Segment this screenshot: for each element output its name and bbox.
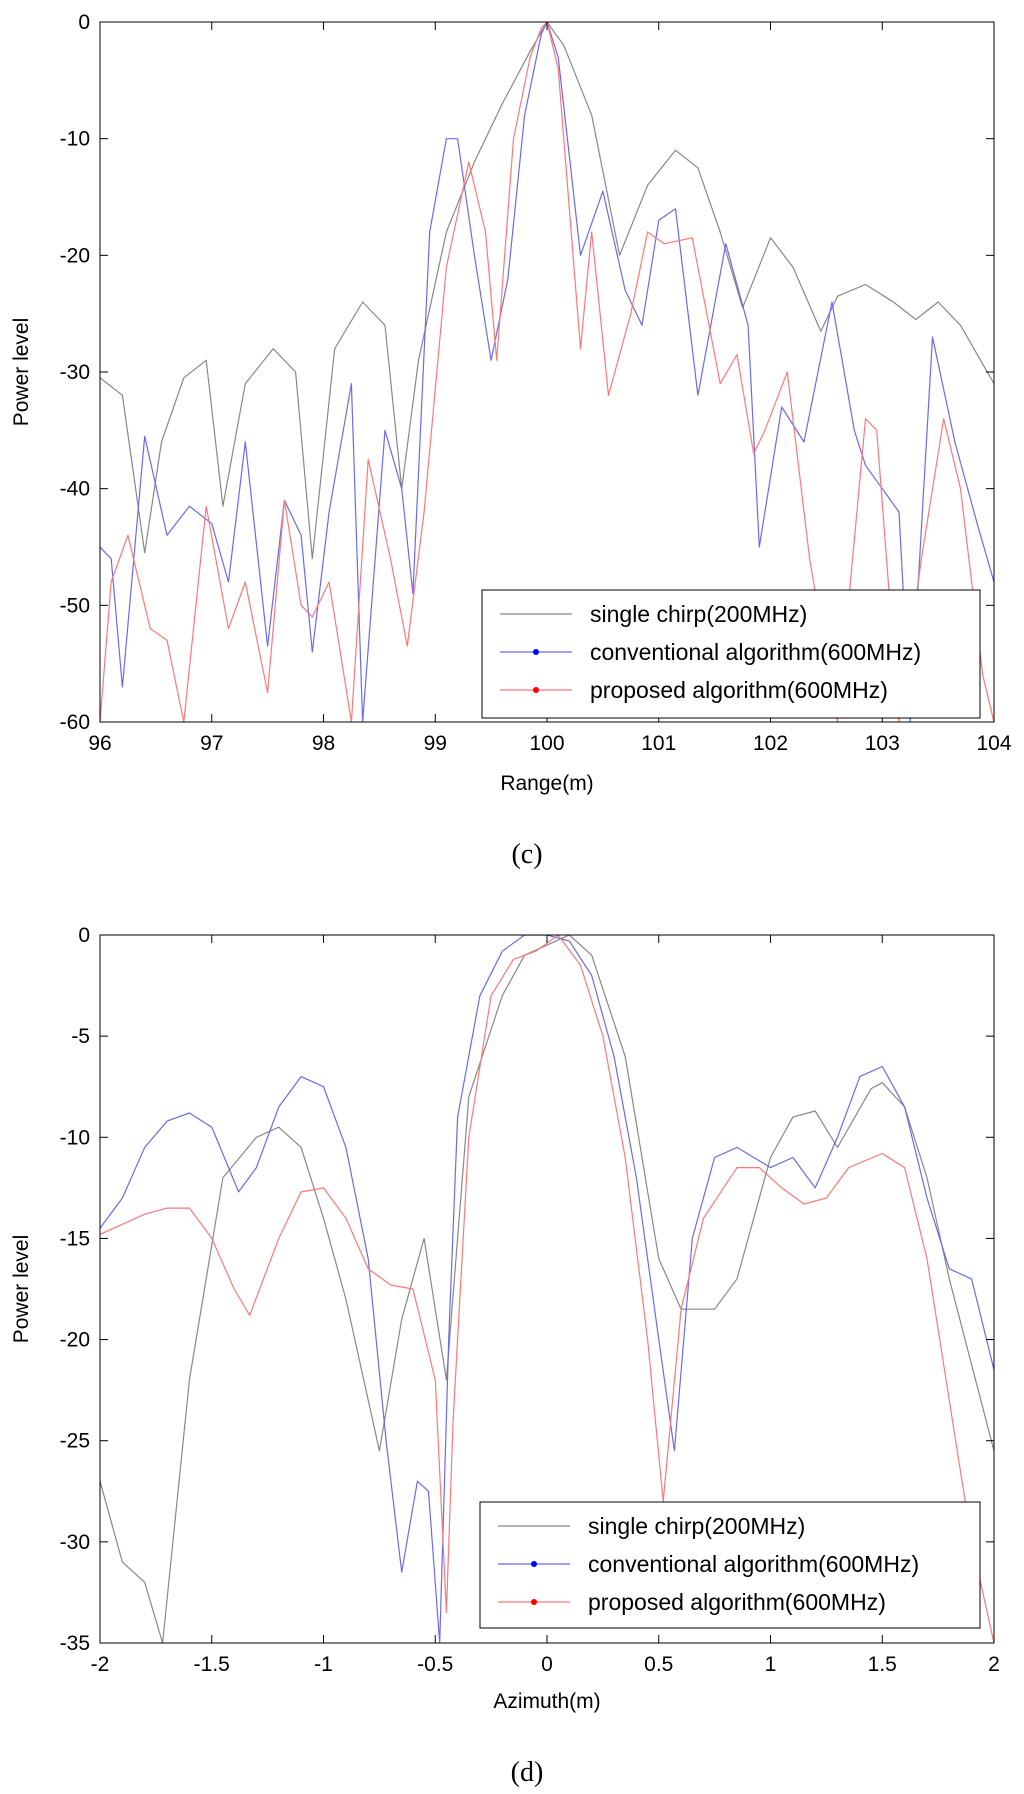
y-tick-label: -30 (60, 1531, 90, 1554)
x-tick-label: 99 (424, 732, 447, 755)
y-tick-label: -25 (60, 1430, 90, 1453)
x-tick-label: -1.5 (194, 1653, 230, 1676)
y-tick-label: -60 (60, 711, 90, 734)
legend-label-1: single chirp(200MHz) (588, 1513, 805, 1539)
y-tick-label: -10 (60, 1126, 90, 1149)
y-tick-label: -20 (60, 244, 90, 267)
legend-box (479, 1501, 981, 1629)
legend-marker-2 (531, 1561, 537, 1567)
legend: single chirp(200MHz) conventional algorit… (481, 589, 981, 719)
x-tick-label: 0 (541, 1653, 553, 1676)
series-line-1 (100, 22, 994, 560)
series-group (100, 935, 994, 1643)
legend-label-3: proposed algorithm(600MHz) (588, 1589, 886, 1615)
y-tick-label: -10 (60, 128, 90, 151)
x-axis-label: Azimuth(m) (493, 1690, 600, 1713)
y-tick-label: 0 (78, 924, 90, 947)
y-tick-label: -15 (60, 1227, 90, 1250)
x-tick-label: 102 (753, 732, 788, 755)
x-tick-label: 101 (641, 732, 676, 755)
legend-label-3: proposed algorithm(600MHz) (590, 677, 888, 703)
y-tick-label: -30 (60, 361, 90, 384)
series-line-1 (100, 935, 994, 1643)
x-tick-label: 98 (312, 732, 335, 755)
series-line-2 (100, 22, 994, 722)
legend: single chirp(200MHz) conventional algorit… (479, 1501, 981, 1629)
y-tick-label: -40 (60, 478, 90, 501)
x-tick-label: 2 (988, 1653, 1000, 1676)
legend-label-1: single chirp(200MHz) (590, 601, 807, 627)
legend-marker-3 (531, 1599, 537, 1605)
x-tick-label: 103 (865, 732, 900, 755)
figure-caption: (c) (511, 839, 542, 870)
y-tick-label: -35 (60, 1632, 90, 1655)
y-tick-label: 0 (78, 11, 90, 34)
legend-box (481, 589, 981, 719)
x-tick-label: 104 (976, 732, 1011, 755)
x-tick-label: -2 (91, 1653, 110, 1676)
y-tick-label: -20 (60, 1329, 90, 1352)
chart-panel-d: -2 -1.5 -1 -0.5 0 0.5 1 1.5 2 0 -5 -10 -15 -20 -25 -30 -… (10, 924, 1000, 1788)
legend-label-2: conventional algorithm(600MHz) (590, 639, 921, 665)
x-tick-label: -0.5 (417, 1653, 453, 1676)
y-tick-label: -5 (71, 1025, 90, 1048)
legend-marker-2 (533, 649, 539, 655)
chart-panel-c: 96 97 98 99 100 101 102 103 104 0 -10 -20 -30 -40 -50 -… (10, 11, 1012, 870)
legend-label-2: conventional algorithm(600MHz) (588, 1551, 919, 1577)
x-axis-label: Range(m) (500, 772, 593, 795)
x-tick-label: 100 (529, 732, 564, 755)
figure-caption: (d) (511, 1757, 544, 1788)
y-axis-label: Power level (10, 318, 33, 427)
series-line-3 (100, 935, 994, 1643)
x-tick-label: 96 (88, 732, 111, 755)
x-tick-label: 97 (200, 732, 223, 755)
legend-marker-3 (533, 687, 539, 693)
x-tick-label: 0.5 (644, 1653, 673, 1676)
x-tick-label: 1 (765, 1653, 777, 1676)
x-tick-label: -1 (314, 1653, 333, 1676)
y-axis-label: Power level (10, 1235, 33, 1344)
series-line-2 (100, 935, 994, 1643)
y-tick-label: -50 (60, 594, 90, 617)
x-tick-label: 1.5 (868, 1653, 897, 1676)
